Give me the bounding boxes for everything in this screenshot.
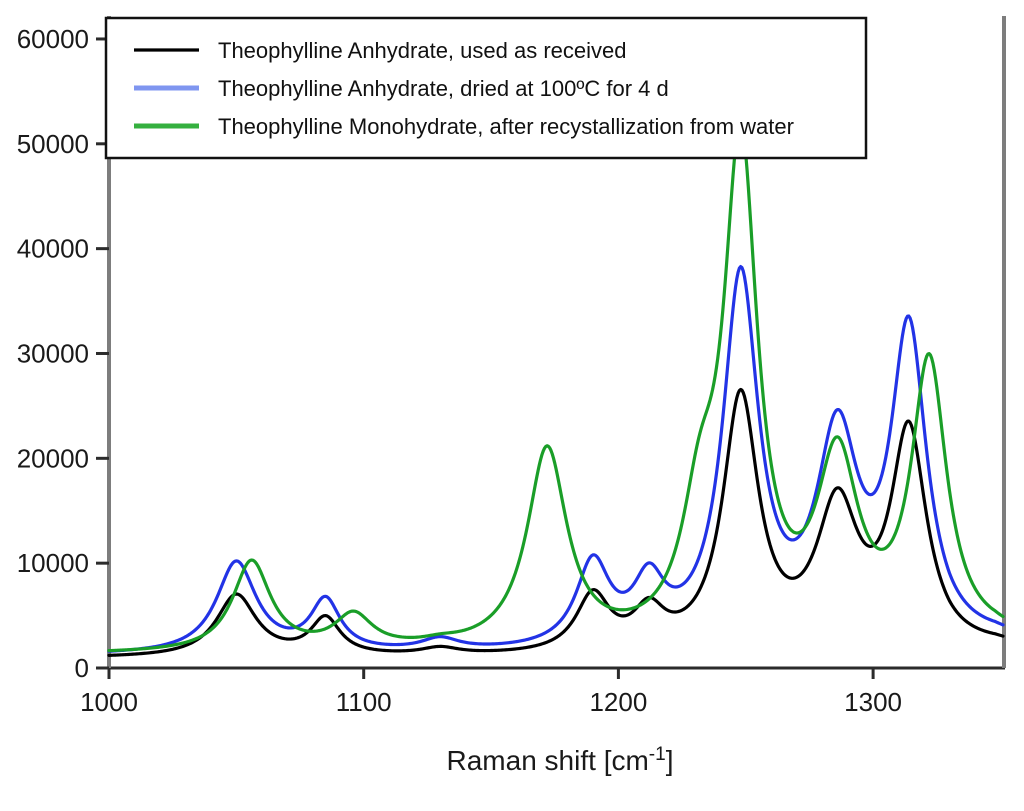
x-axis-title-group: Raman shift [cm-1]	[447, 744, 674, 776]
spectrum-curve-2	[107, 120, 1005, 653]
x-tick-label-1000: 1000	[80, 687, 138, 717]
y-tick-label-40000: 40000	[17, 234, 89, 264]
spectrum-curve-0	[107, 387, 1005, 657]
x-axis-title: Raman shift [cm-1]	[447, 744, 674, 776]
y-tick-label-10000: 10000	[17, 548, 89, 578]
y-tick-label-50000: 50000	[17, 129, 89, 159]
y-tick-label-60000: 60000	[17, 24, 89, 54]
y-tick-label-30000: 30000	[17, 338, 89, 368]
spectra-curves	[107, 120, 1005, 657]
legend-box	[104, 16, 868, 160]
legend-label-1: Theophylline Anhydrate, dried at 100ºC f…	[218, 76, 669, 101]
y-tick-label-0: 0	[75, 653, 89, 683]
x-tick-label-1300: 1300	[844, 687, 902, 717]
spectrum-curve-1	[107, 264, 1005, 653]
tick-labels: 1000 1100 1200 1300 0 10000 20000 30000 40000 500…	[17, 24, 902, 717]
legend: Theophylline Anhydrate, used as received…	[104, 16, 868, 160]
x-tick-label-1100: 1100	[336, 687, 392, 717]
x-axis-title-main: Raman shift [cm	[447, 745, 649, 776]
legend-label-0: Theophylline Anhydrate, used as received	[218, 38, 626, 63]
legend-label-2: Theophylline Monohydrate, after recystal…	[218, 114, 794, 139]
y-tick-label-20000: 20000	[17, 443, 89, 473]
x-axis-title-superscript: -1	[649, 744, 666, 765]
x-tick-label-1200: 1200	[589, 687, 647, 717]
x-axis-title-tail: ]	[666, 745, 674, 776]
